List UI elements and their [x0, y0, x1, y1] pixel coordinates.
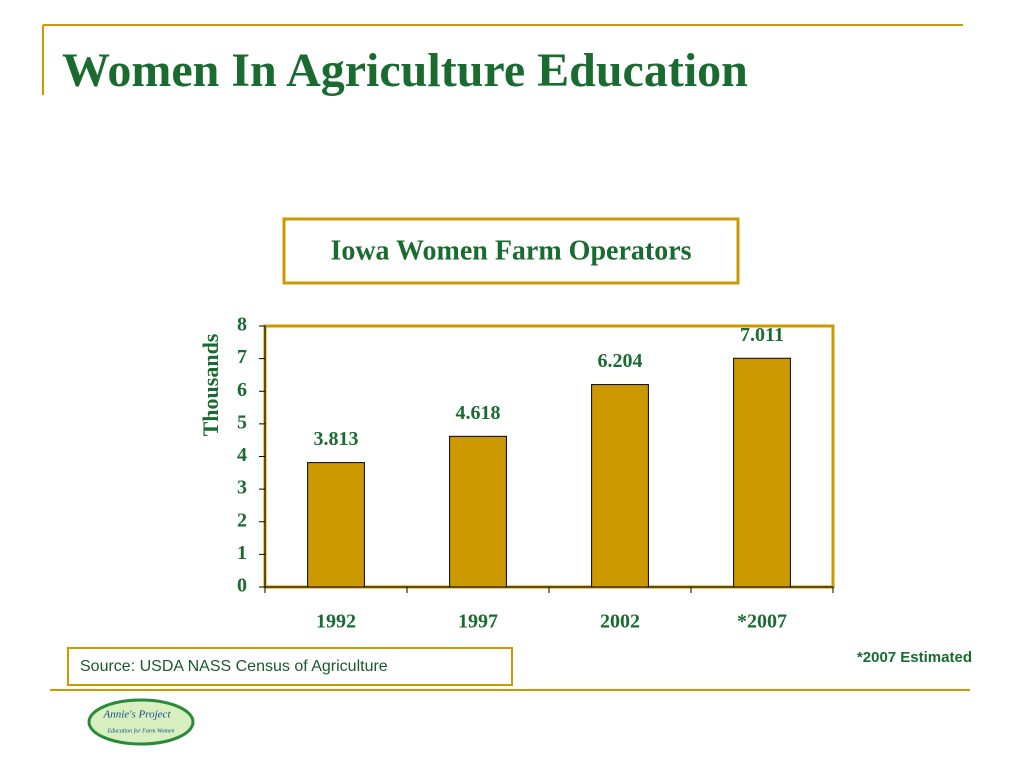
x-tick-label: 1992 [316, 611, 356, 633]
source: Source: USDA NASS Census of Agriculture [80, 658, 388, 675]
y-tick-label: 3 [237, 477, 247, 499]
y-tick-label: 5 [237, 411, 247, 433]
y-tick-label: 6 [237, 379, 247, 401]
y-axis-label: Thousands [198, 333, 223, 436]
slide-title: Women In Agriculture Education [62, 44, 748, 97]
x-tick-label: 1997 [458, 611, 498, 633]
y-tick-label: 7 [237, 346, 247, 368]
value-label: 3.813 [314, 428, 359, 450]
bar [733, 357, 791, 588]
x-tick-label: 2002 [600, 611, 640, 633]
logo [87, 698, 195, 746]
y-tick-label: 2 [237, 509, 247, 531]
value-label: 7.011 [740, 324, 784, 346]
logo-tagline: Education for Farm Women [107, 727, 175, 734]
footnote: *2007 Estimated [857, 649, 972, 666]
chart-title: Iowa Women Farm Operators [330, 235, 691, 266]
chart-title-box [282, 217, 740, 285]
bar [449, 435, 507, 588]
y-tick-label: 8 [237, 314, 247, 336]
source-box [67, 647, 513, 686]
bar [591, 384, 649, 588]
value-label: 6.204 [598, 350, 643, 372]
x-tick-label: *2007 [737, 611, 787, 633]
y-tick-label: 0 [237, 575, 247, 597]
value-label: 4.618 [456, 402, 501, 424]
bar [307, 462, 365, 588]
logo-name: Annie's Project [102, 709, 171, 721]
y-tick-label: 1 [237, 542, 247, 564]
y-tick-label: 4 [237, 444, 247, 466]
